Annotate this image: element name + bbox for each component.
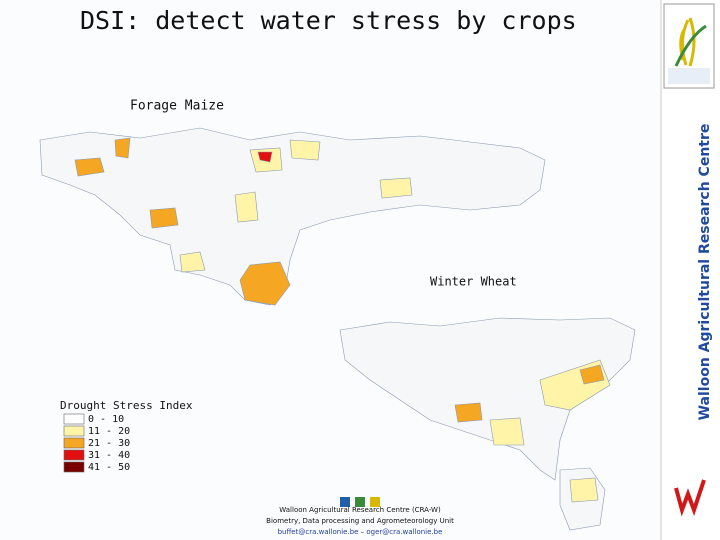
legend-label: 0 - 10 [88, 414, 124, 425]
footer-line: buffet@cra.wallonie.be – oger@cra.wallon… [278, 528, 443, 536]
region [289, 139, 321, 161]
legend-label: 41 - 50 [88, 462, 130, 473]
legend-swatch [63, 461, 85, 473]
logo [663, 3, 715, 89]
legend-label: 11 - 20 [88, 426, 130, 437]
map-label: Forage Maize [130, 99, 224, 114]
map-outline [339, 317, 636, 481]
region [114, 137, 131, 159]
footer-square [355, 497, 365, 507]
side-text: Walloon Agricultural Research Centre [697, 124, 713, 421]
region [454, 402, 483, 423]
side-bar [660, 0, 720, 540]
legend-swatch [63, 413, 85, 425]
legend-swatch [63, 449, 85, 461]
legend-label: 21 - 30 [88, 438, 130, 449]
legend-label: 31 - 40 [88, 450, 130, 461]
map-forage-maize [39, 127, 546, 306]
logo-base [668, 68, 710, 84]
region [379, 177, 413, 199]
footer-line: Biometry, Data processing and Agrometeor… [266, 517, 454, 525]
map-winter-wheat [339, 317, 636, 531]
bottom-logo [674, 479, 706, 517]
footer-line: Walloon Agricultural Research Centre (CR… [279, 506, 441, 514]
map-outline [39, 127, 546, 306]
region [234, 191, 259, 223]
footer-square [370, 497, 380, 507]
region [74, 157, 105, 177]
map-label: Winter Wheat [430, 275, 517, 289]
region [179, 251, 206, 273]
region [579, 364, 605, 385]
region [569, 477, 599, 503]
region [239, 261, 291, 306]
legend-title: Drought Stress Index [60, 399, 193, 412]
region [149, 207, 179, 229]
logo-leaf [674, 24, 707, 67]
legend-swatch [63, 437, 85, 449]
title: DSI: detect water stress by crops [80, 6, 577, 35]
region [257, 151, 273, 163]
footer-square [340, 497, 350, 507]
logo-w [674, 479, 706, 517]
region [489, 417, 525, 446]
legend-swatch [63, 425, 85, 437]
